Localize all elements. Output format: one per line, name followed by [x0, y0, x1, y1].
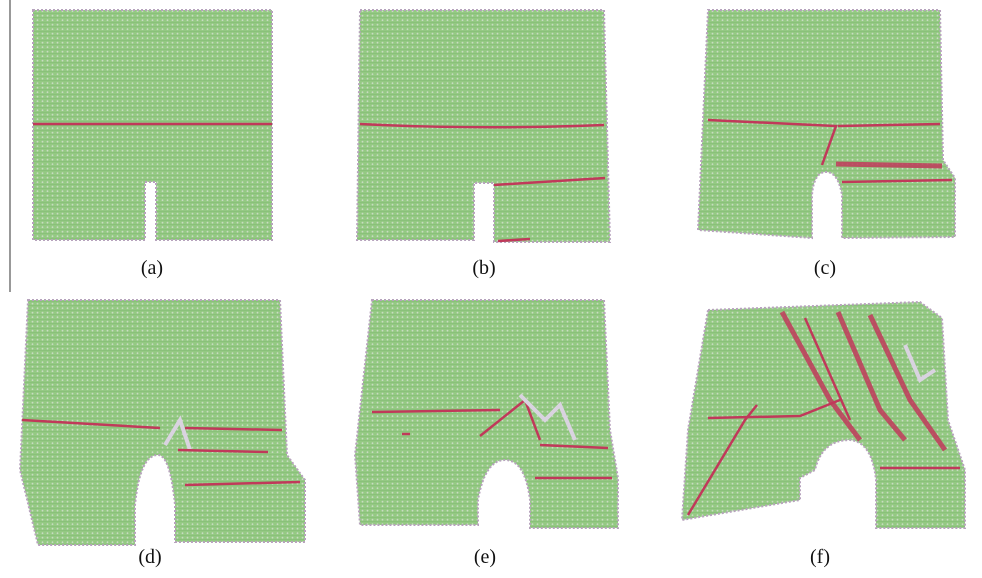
panel-e — [355, 300, 618, 528]
panel-label: (b) — [472, 257, 495, 279]
slab — [355, 300, 618, 528]
panel-label: (d) — [138, 546, 161, 568]
figure: (a) (b) (c) (d) (e) (f) — [0, 0, 982, 578]
panel-f — [682, 302, 965, 528]
panel-label: (f) — [810, 546, 830, 568]
panel-a — [33, 10, 272, 240]
panel-label: (a) — [141, 257, 163, 279]
band — [836, 164, 942, 166]
panel-d — [20, 300, 305, 545]
panel-label: (c) — [814, 257, 836, 279]
panel-b — [357, 10, 610, 242]
panel-label: (e) — [474, 546, 496, 568]
panel-c — [698, 10, 955, 238]
